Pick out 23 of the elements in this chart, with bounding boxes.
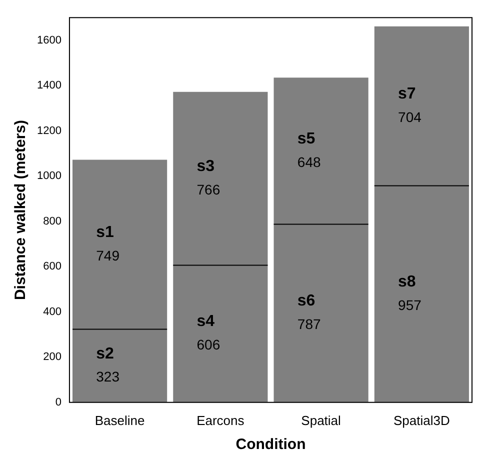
x-tick-label: Earcons bbox=[196, 412, 245, 428]
y-tick-label: 600 bbox=[43, 260, 62, 273]
x-axis-title: Condition bbox=[236, 436, 306, 454]
x-tick-label: Baseline bbox=[94, 412, 145, 428]
y-tick-label: 1400 bbox=[36, 80, 62, 92]
data-label: s4 606 bbox=[196, 313, 220, 353]
data-label: s6 787 bbox=[297, 292, 321, 332]
data-label: s1 749 bbox=[96, 224, 120, 264]
y-tick-label: 400 bbox=[43, 306, 62, 318]
x-tick-label: Spatial3D bbox=[393, 412, 450, 428]
y-axis-title: Distance walked (meters) bbox=[12, 120, 30, 300]
data-label: s3 766 bbox=[196, 158, 220, 198]
y-tick-label: 800 bbox=[43, 215, 62, 228]
y-tick-label: 200 bbox=[43, 351, 62, 364]
data-label: s5 648 bbox=[297, 130, 321, 170]
data-label: s8 957 bbox=[398, 273, 422, 313]
y-tick-label: 1200 bbox=[36, 124, 62, 137]
y-tick-label: 1000 bbox=[36, 170, 62, 182]
data-label: s7 704 bbox=[398, 86, 422, 125]
data-label: s2 323 bbox=[96, 345, 120, 385]
y-tick-label: 0 bbox=[55, 396, 62, 408]
y-tick-label: 1600 bbox=[36, 34, 62, 46]
x-tick-label: Spatial bbox=[301, 412, 342, 428]
